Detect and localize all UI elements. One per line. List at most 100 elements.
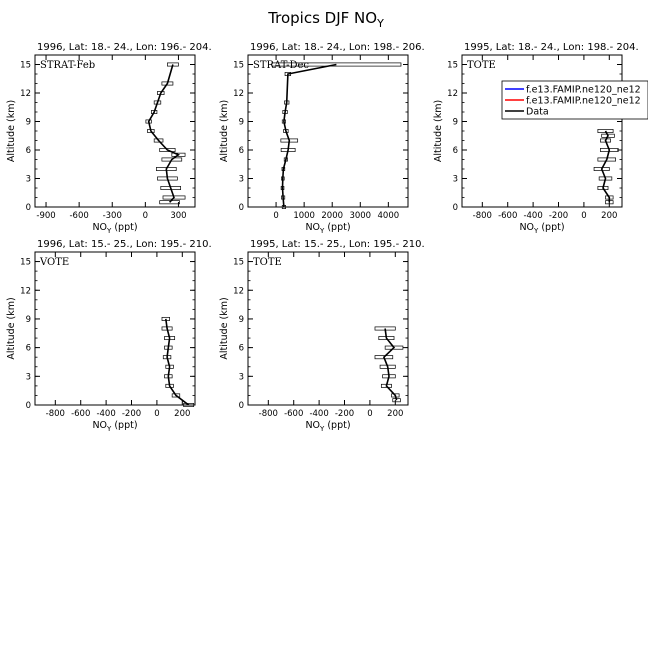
y-tick-label: 9 xyxy=(453,118,458,128)
y-tick-label: 6 xyxy=(239,146,244,156)
x-tick-label: 300 xyxy=(170,211,186,221)
x-tick-label: -200 xyxy=(335,409,354,419)
error-box xyxy=(161,157,183,162)
y-tick-label: 0 xyxy=(239,203,244,213)
y-tick-label: 6 xyxy=(26,344,31,354)
series-data xyxy=(593,129,619,205)
figure-title-subscript: Y xyxy=(376,17,384,30)
x-tick-label: -600 xyxy=(71,409,90,419)
x-axis-label-subscript: Y xyxy=(533,227,539,235)
series-data xyxy=(374,326,404,403)
y-tick-label: 9 xyxy=(239,315,244,325)
x-tick-label: 2000 xyxy=(321,211,343,221)
panel-title: 1996, Lat: 15.- 25., Lon: 195.- 210. xyxy=(37,239,212,250)
y-tick-label: 3 xyxy=(26,175,31,185)
x-axis-label-subscript: Y xyxy=(319,425,325,433)
series-data xyxy=(145,62,186,205)
x-tick-label: 0 xyxy=(154,409,159,419)
panel-5: 1995, Lat: 15.- 25., Lon: 195.- 210. TOTE… xyxy=(219,239,425,433)
x-axis-label-main: NO xyxy=(305,222,320,233)
plot-frame xyxy=(34,54,196,208)
x-tick-label: -800 xyxy=(46,409,65,419)
x-axis-label-main: NO xyxy=(519,222,534,233)
x-axis-label: NOY (ppt) xyxy=(92,420,137,433)
plot-frame xyxy=(247,54,409,208)
legend-label: f.e13.FAMIP.ne120_ne12 xyxy=(526,85,641,96)
x-tick-label: -400 xyxy=(523,211,542,221)
error-box xyxy=(153,138,164,143)
x-tick-label: -900 xyxy=(36,211,55,221)
x-axis-label-unit: (ppt) xyxy=(111,420,137,431)
x-tick-label: 200 xyxy=(387,409,403,419)
y-tick-label: 9 xyxy=(26,315,31,325)
y-tick-label: 12 xyxy=(233,286,244,296)
legend-label: Data xyxy=(526,107,549,118)
error-box xyxy=(271,62,402,67)
x-tick-label: 0 xyxy=(273,211,278,221)
x-tick-label: 0 xyxy=(143,211,148,221)
x-axis-label-subscript: Y xyxy=(106,227,112,235)
error-box xyxy=(384,345,404,350)
series-line xyxy=(600,130,611,203)
y-tick-label: 9 xyxy=(26,118,31,128)
y-tick-label: 15 xyxy=(20,258,31,268)
figure-title: Tropics DJF NOY xyxy=(267,9,384,30)
y-tick-label: 12 xyxy=(233,89,244,99)
panel-4: 1996, Lat: 15.- 25., Lon: 195.- 210. VOTE… xyxy=(6,239,212,433)
x-tick-label: 0 xyxy=(367,409,372,419)
x-tick-label: 200 xyxy=(174,409,190,419)
y-axis-label: Altitude (km) xyxy=(433,100,444,162)
x-axis-label: NOY (ppt) xyxy=(519,222,564,235)
x-tick-label: -400 xyxy=(96,409,115,419)
x-tick-label: -600 xyxy=(69,211,88,221)
series-line xyxy=(281,63,337,208)
x-tick-label: -200 xyxy=(122,409,141,419)
error-box xyxy=(171,393,181,398)
x-axis-label-main: NO xyxy=(305,420,320,431)
x-axis-label: NOY (ppt) xyxy=(305,222,350,235)
legend-label: f.e13.FAMIP.ne120_ne12 xyxy=(526,96,641,107)
y-axis-label: Altitude (km) xyxy=(219,297,230,359)
panel-title: 1996, Lat: 18.- 24., Lon: 198.- 206. xyxy=(250,42,425,53)
panel-3: 1995, Lat: 18.- 24., Lon: 198.- 204. TOTE… xyxy=(433,42,639,235)
y-tick-label: 3 xyxy=(453,175,458,185)
y-axis-label: Altitude (km) xyxy=(6,100,17,162)
plot-frame xyxy=(247,251,409,406)
plot-frame xyxy=(34,251,196,406)
x-axis-label: NOY (ppt) xyxy=(92,222,137,235)
x-tick-label: 1000 xyxy=(293,211,315,221)
y-tick-label: 12 xyxy=(447,89,458,99)
series-data xyxy=(271,62,402,209)
panel-2: 1996, Lat: 18.- 24., Lon: 198.- 206. STRA… xyxy=(219,42,425,235)
y-tick-label: 3 xyxy=(239,372,244,382)
x-axis-label: NOY (ppt) xyxy=(305,420,350,433)
legend: f.e13.FAMIP.ne120_ne12f.e13.FAMIP.ne120_… xyxy=(501,80,648,120)
y-tick-label: 0 xyxy=(239,401,244,411)
x-tick-label: 3000 xyxy=(349,211,371,221)
series-data xyxy=(161,316,195,407)
x-tick-label: -600 xyxy=(284,409,303,419)
error-box xyxy=(171,152,186,157)
y-tick-label: 15 xyxy=(233,258,244,268)
panel-title: 1995, Lat: 15.- 25., Lon: 195.- 210. xyxy=(250,239,425,250)
x-tick-label: -300 xyxy=(103,211,122,221)
y-tick-label: 3 xyxy=(239,175,244,185)
error-box xyxy=(159,200,180,205)
series-line xyxy=(165,318,190,406)
x-axis-label-subscript: Y xyxy=(106,425,112,433)
panel-title: 1996, Lat: 18.- 24., Lon: 196.- 204. xyxy=(37,42,212,53)
series-line xyxy=(147,64,181,203)
x-tick-label: -400 xyxy=(309,409,328,419)
panel-1: 1996, Lat: 18.- 24., Lon: 196.- 204. STRA… xyxy=(6,42,212,235)
campaign-label: STRAT-Dec xyxy=(253,60,309,71)
x-axis-label-main: NO xyxy=(92,420,107,431)
y-tick-label: 9 xyxy=(239,118,244,128)
x-axis-label-main: NO xyxy=(92,222,107,233)
x-tick-label: -600 xyxy=(498,211,517,221)
y-tick-label: 3 xyxy=(26,372,31,382)
y-tick-label: 15 xyxy=(233,61,244,71)
y-tick-label: 6 xyxy=(239,344,244,354)
y-tick-label: 0 xyxy=(26,401,31,411)
y-axis-label: Altitude (km) xyxy=(6,297,17,359)
